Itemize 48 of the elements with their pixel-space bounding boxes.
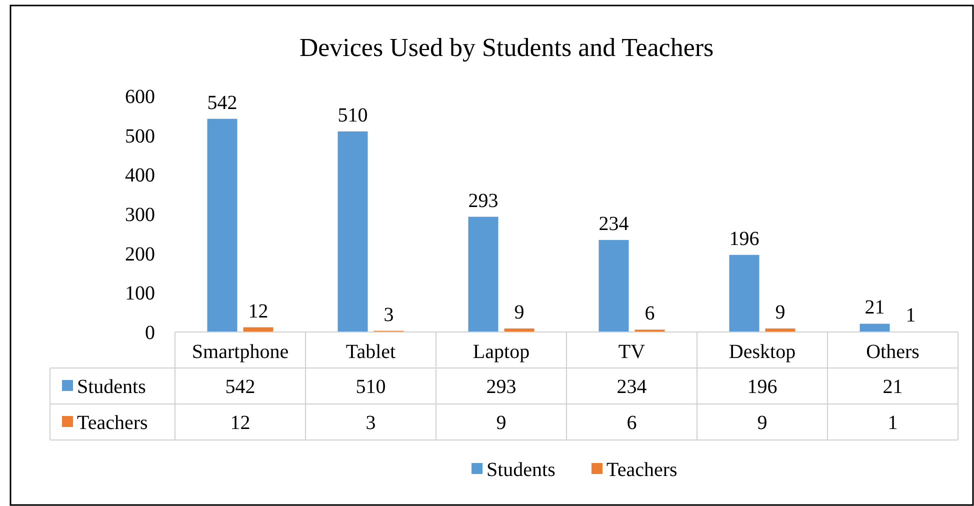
data-label: 542: [225, 376, 256, 398]
y-tick-label: 400: [125, 164, 155, 187]
x-tick-label: TV: [618, 341, 646, 363]
annotation: 542: [207, 92, 238, 114]
data-label: 12: [230, 412, 250, 434]
data-label: 9: [496, 412, 506, 434]
data-label: 3: [366, 412, 376, 434]
data-label: 21: [882, 376, 903, 398]
bar: [860, 324, 890, 332]
y-tick-label: 0: [145, 322, 155, 344]
x-tick-label: Laptop: [472, 341, 530, 363]
x-tick-label: Smartphone: [192, 341, 289, 363]
annotation: 6: [644, 302, 655, 325]
data-label: 510: [356, 376, 386, 398]
annotation: 12: [248, 300, 268, 322]
data-label: 6: [626, 412, 637, 434]
bar: [338, 131, 368, 332]
legend-label: Teachers: [77, 412, 148, 434]
data-label: 196: [747, 376, 778, 398]
annotation: 510: [338, 104, 368, 126]
x-tick-label: Desktop: [728, 341, 796, 363]
y-tick-label: 600: [125, 86, 155, 108]
bar: [468, 216, 498, 332]
bar: [729, 254, 760, 332]
x-tick-label: Tablet: [346, 341, 396, 363]
x-tick-label: Others: [866, 341, 920, 363]
annotation: 9: [514, 301, 524, 324]
y-tick-label: 100: [125, 282, 155, 305]
annotation: 21: [864, 296, 885, 319]
annotation: 9: [775, 301, 786, 324]
annotation: 3: [384, 304, 394, 326]
data-label: 293: [486, 376, 516, 398]
y-tick-label: 200: [125, 243, 155, 266]
y-tick-label: 300: [125, 204, 155, 226]
annotation: 1: [906, 304, 916, 327]
annotation: 293: [468, 190, 498, 212]
text: Students: [486, 459, 556, 481]
chart-title: Devices Used by Students and Teachers: [299, 33, 714, 62]
y-tick-label: 500: [125, 125, 155, 148]
annotation: 234: [598, 212, 629, 235]
bar: [207, 118, 238, 332]
data-label: 1: [888, 412, 898, 434]
legend-label: Students: [77, 376, 146, 398]
text: Teachers: [606, 459, 678, 481]
annotation: 196: [729, 228, 760, 250]
bar: [598, 240, 629, 332]
data-label: 9: [757, 412, 768, 434]
data-label: 234: [616, 376, 647, 398]
